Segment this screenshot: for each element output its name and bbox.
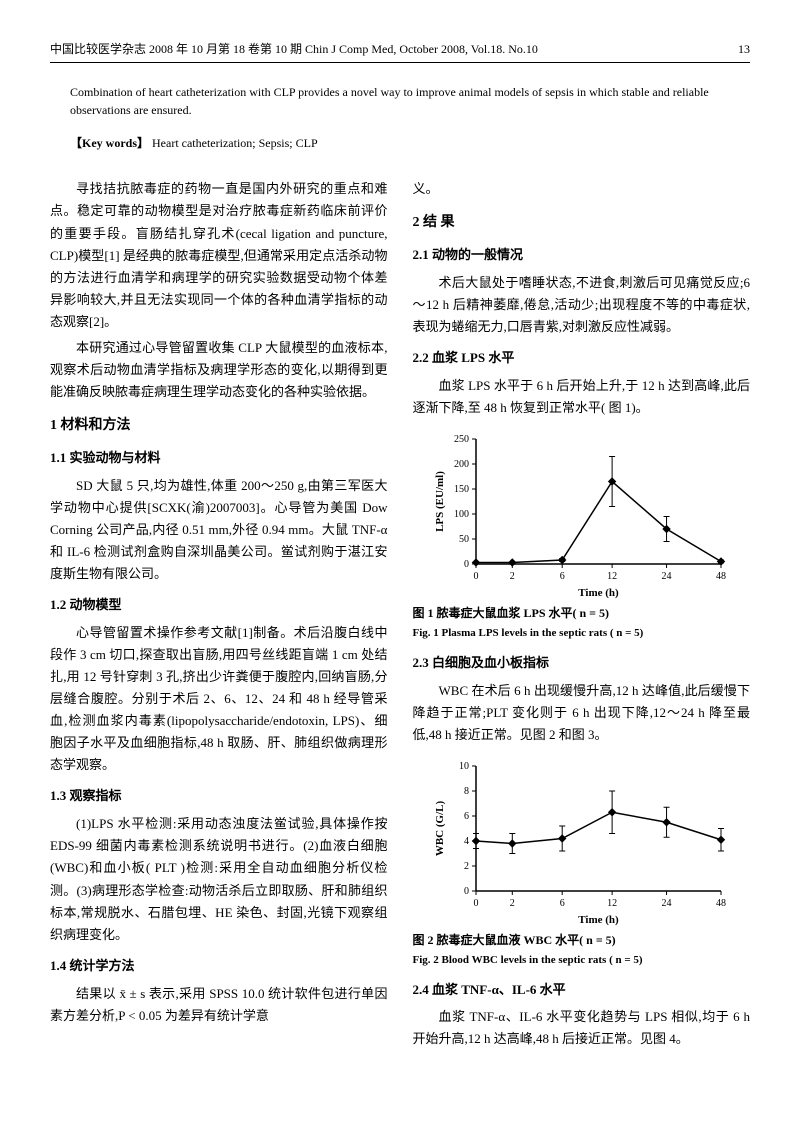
- section-1-4-title: 1.4 统计学方法: [50, 956, 388, 977]
- section-2-2-text: 血浆 LPS 水平于 6 h 后开始上升,于 12 h 达到高峰,此后逐渐下降,…: [413, 375, 751, 419]
- svg-text:48: 48: [716, 898, 726, 909]
- section-1-2-title: 1.2 动物模型: [50, 595, 388, 616]
- svg-text:24: 24: [662, 898, 672, 909]
- svg-text:12: 12: [607, 571, 617, 582]
- svg-text:250: 250: [454, 434, 469, 445]
- svg-text:4: 4: [464, 836, 469, 847]
- journal-info: 中国比较医学杂志 2008 年 10 月第 18 卷第 10 期 Chin J …: [50, 40, 538, 59]
- svg-text:2: 2: [464, 861, 469, 872]
- section-1-3-text: (1)LPS 水平检测:采用动态浊度法鲎试验,具体操作按 EDS-99 细菌内毒…: [50, 813, 388, 946]
- svg-text:8: 8: [464, 786, 469, 797]
- figure-1: 0 50 100 150 200 250 0 2 6 12 24 48 Time (h) LPS (EU/…: [413, 429, 751, 643]
- svg-text:0: 0: [464, 886, 469, 897]
- section-1-3-title: 1.3 观察指标: [50, 786, 388, 807]
- svg-text:WBC (G/L): WBC (G/L): [434, 800, 446, 856]
- section-1-2-text: 心导管留置术操作参考文献[1]制备。术后沿腹白线中段作 3 cm 切口,探查取出…: [50, 622, 388, 777]
- section-2-1-text: 术后大鼠处于嗜睡状态,不进食,刺激后可见痛觉反应;6～12 h 后精神萎靡,倦怠…: [413, 272, 751, 338]
- svg-text:24: 24: [662, 571, 672, 582]
- svg-text:Time (h): Time (h): [579, 914, 620, 926]
- section-2-1-title: 2.1 动物的一般情况: [413, 245, 751, 266]
- svg-text:48: 48: [716, 571, 726, 582]
- section-2-4-title: 2.4 血浆 TNF-α、IL-6 水平: [413, 980, 751, 1001]
- fig1-caption-en: Fig. 1 Plasma LPS levels in the septic r…: [413, 625, 751, 643]
- intro-p1: 寻找拮抗脓毒症的药物一直是国内外研究的重点和难点。稳定可靠的动物模型是对治疗脓毒…: [50, 178, 388, 333]
- fig2-caption-cn: 图 2 脓毒症大鼠血液 WBC 水平( n = 5): [413, 931, 751, 950]
- section-1-title: 1 材料和方法: [50, 415, 388, 437]
- section-1-1-text: SD 大鼠 5 只,均为雄性,体重 200～250 g,由第三军医大学动物中心提…: [50, 475, 388, 585]
- figure-2-chart: 0246810026122448Time (h)WBC (G/L): [431, 756, 731, 926]
- svg-text:50: 50: [459, 534, 469, 545]
- svg-text:2: 2: [510, 898, 515, 909]
- section-2-title: 2 结 果: [413, 212, 751, 234]
- svg-text:100: 100: [454, 509, 469, 520]
- keywords-text: Heart catheterization; Sepsis; CLP: [152, 136, 318, 150]
- section-2-2-title: 2.2 血浆 LPS 水平: [413, 348, 751, 369]
- svg-text:0: 0: [464, 559, 469, 570]
- abstract-english: Combination of heart catheterization wit…: [70, 83, 730, 119]
- section-2-4-text: 血浆 TNF-α、IL-6 水平变化趋势与 LPS 相似,均于 6 h 开始升高…: [413, 1006, 751, 1050]
- page-header: 中国比较医学杂志 2008 年 10 月第 18 卷第 10 期 Chin J …: [50, 40, 750, 63]
- svg-text:12: 12: [607, 898, 617, 909]
- left-column: 寻找拮抗脓毒症的药物一直是国内外研究的重点和难点。稳定可靠的动物模型是对治疗脓毒…: [50, 178, 388, 1054]
- fig1-caption-cn: 图 1 脓毒症大鼠血浆 LPS 水平( n = 5): [413, 604, 751, 623]
- svg-text:Time (h): Time (h): [579, 587, 620, 599]
- section-1-1-title: 1.1 实验动物与材料: [50, 448, 388, 469]
- svg-text:10: 10: [459, 761, 469, 772]
- section-1-4-text: 结果以 x̄ ± s 表示,采用 SPSS 10.0 统计软件包进行单因素方差分…: [50, 983, 388, 1027]
- keywords-line: 【Key words】 Heart catheterization; Sepsi…: [70, 134, 730, 153]
- svg-text:6: 6: [560, 898, 565, 909]
- svg-text:LPS (EU/ml): LPS (EU/ml): [434, 471, 446, 532]
- svg-text:0: 0: [474, 898, 479, 909]
- fig2-caption-en: Fig. 2 Blood WBC levels in the septic ra…: [413, 952, 751, 970]
- page-number: 13: [738, 40, 750, 59]
- svg-text:6: 6: [464, 811, 469, 822]
- figure-2: 0246810026122448Time (h)WBC (G/L) 图 2 脓毒…: [413, 756, 751, 970]
- section-2-3-text: WBC 在术后 6 h 出现缓慢升高,12 h 达峰值,此后缓慢下降趋于正常;P…: [413, 680, 751, 746]
- svg-text:6: 6: [560, 571, 565, 582]
- svg-text:0: 0: [474, 571, 479, 582]
- svg-text:200: 200: [454, 459, 469, 470]
- section-2-3-title: 2.3 白细胞及血小板指标: [413, 653, 751, 674]
- figure-1-chart: 0 50 100 150 200 250 0 2 6 12 24 48 Time (h) LPS (EU/…: [431, 429, 731, 599]
- cont-text: 义。: [413, 178, 751, 200]
- keywords-label: 【Key words】: [70, 136, 149, 150]
- svg-text:2: 2: [510, 571, 515, 582]
- right-column: 义。 2 结 果 2.1 动物的一般情况 术后大鼠处于嗜睡状态,不进食,刺激后可…: [413, 178, 751, 1054]
- two-column-content: 寻找拮抗脓毒症的药物一直是国内外研究的重点和难点。稳定可靠的动物模型是对治疗脓毒…: [50, 178, 750, 1054]
- intro-p2: 本研究通过心导管留置收集 CLP 大鼠模型的血液标本,观察术后动物血清学指标及病…: [50, 337, 388, 403]
- svg-text:150: 150: [454, 484, 469, 495]
